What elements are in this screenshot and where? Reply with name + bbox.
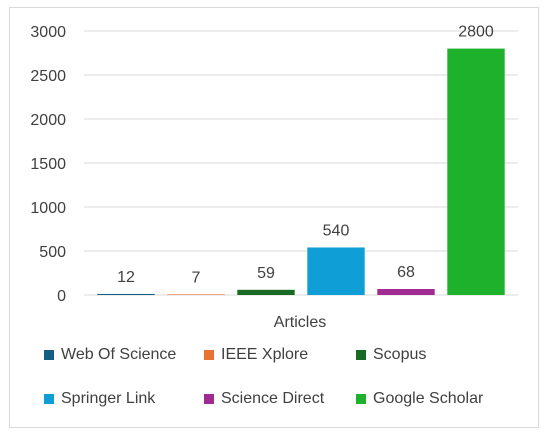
y-tick-label: 0 — [57, 288, 66, 305]
data-label: 12 — [117, 269, 135, 286]
legend-label: Scopus — [373, 346, 427, 363]
data-labels: 12 7 59 540 68 2800 — [117, 24, 494, 287]
data-label: 59 — [257, 265, 275, 282]
bar — [377, 289, 435, 295]
legend-swatch — [356, 350, 366, 360]
legend-item: Science Direct — [204, 390, 324, 408]
y-tick-label: 3000 — [30, 24, 66, 41]
data-label: 7 — [192, 269, 201, 286]
data-label: 2800 — [458, 24, 494, 41]
y-tick-label: 1500 — [30, 156, 66, 173]
legend-item: Web Of Science — [44, 346, 176, 364]
bar — [167, 294, 225, 295]
gridlines — [84, 30, 518, 296]
x-category-label: Articles — [274, 314, 326, 331]
data-label: 68 — [397, 264, 415, 281]
legend-item: Scopus — [356, 346, 426, 364]
legend-swatch — [44, 394, 54, 404]
bar — [97, 293, 155, 295]
legend: Web Of Science IEEE Xplore Scopus Springer … — [44, 346, 524, 416]
legend-item: Springer Link — [44, 390, 155, 408]
y-tick-label: 500 — [39, 244, 66, 261]
legend-label: Springer Link — [61, 390, 156, 407]
bar — [447, 48, 505, 295]
legend-swatch — [356, 394, 366, 404]
legend-label: Science Direct — [221, 390, 325, 407]
y-tick-label: 2000 — [30, 112, 66, 129]
legend-swatch — [204, 350, 214, 360]
data-label: 540 — [323, 222, 350, 239]
bar — [237, 289, 295, 295]
legend-label: Web Of Science — [61, 346, 177, 363]
y-tick-label: 2500 — [30, 68, 66, 85]
bars — [97, 48, 505, 295]
legend-swatch — [204, 394, 214, 404]
y-axis-ticks: 0 500 1000 1500 2000 2500 3000 — [30, 24, 66, 305]
bar — [307, 247, 365, 295]
y-tick-label: 1000 — [30, 200, 66, 217]
legend-swatch — [44, 350, 54, 360]
legend-item: Google Scholar — [356, 390, 483, 408]
legend-label: Google Scholar — [373, 390, 484, 407]
legend-label: IEEE Xplore — [221, 346, 309, 363]
legend-item: IEEE Xplore — [204, 346, 308, 364]
